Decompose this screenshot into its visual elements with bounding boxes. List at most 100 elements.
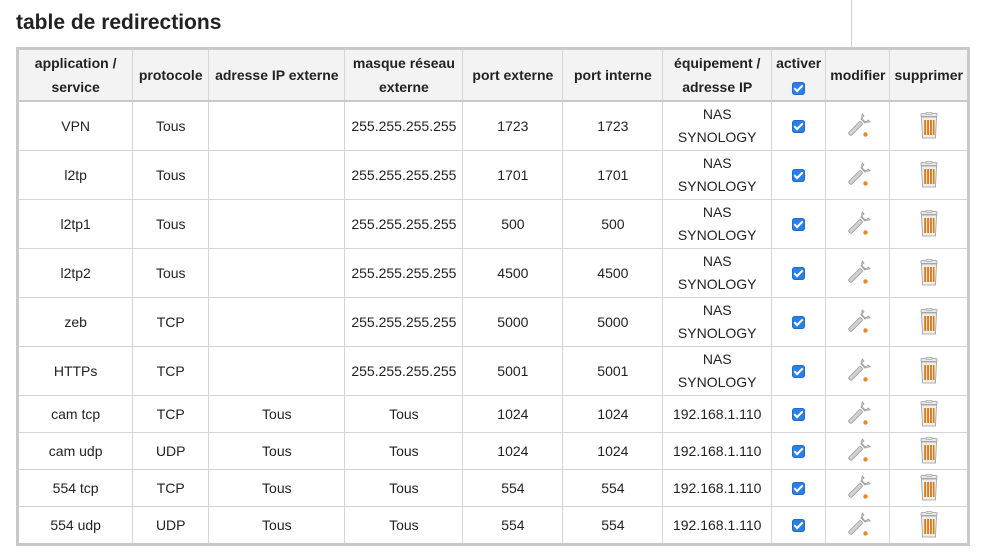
cell-protocol: Tous — [132, 248, 210, 298]
active-checkbox[interactable] — [792, 445, 806, 459]
select-all-checkbox[interactable] — [792, 81, 806, 95]
active-checkbox[interactable] — [792, 218, 806, 232]
device-line: SYNOLOGY — [677, 374, 757, 390]
device-line: SYNOLOGY — [677, 325, 757, 341]
cell-protocol: TCP — [132, 469, 210, 507]
trash-icon[interactable] — [917, 210, 941, 238]
wrench-icon[interactable] — [844, 437, 872, 465]
cell-delete — [889, 150, 969, 200]
col-header-application: application / service — [16, 48, 134, 102]
cell-device: 192.168.1.110 — [662, 395, 773, 433]
wrench-icon[interactable] — [844, 112, 872, 140]
active-checkbox[interactable] — [792, 169, 806, 183]
table-row: HTTPs TCP 255.255.255.255 5001 5001 NAS SYNOLO… — [16, 346, 969, 396]
active-checkbox[interactable] — [792, 482, 806, 496]
cell-protocol: Tous — [132, 199, 210, 249]
cell-mask: Tous — [344, 506, 464, 545]
table-row: l2tp Tous 255.255.255.255 1701 1701 NAS SYNOLO… — [16, 150, 969, 200]
trash-icon[interactable] — [917, 112, 941, 140]
active-checkbox[interactable] — [792, 316, 806, 330]
active-checkbox[interactable] — [792, 519, 806, 533]
wrench-icon[interactable] — [844, 357, 872, 385]
cell-service: l2tp2 — [16, 248, 134, 298]
cell-protocol: UDP — [132, 506, 210, 545]
device-line: NAS — [702, 351, 732, 367]
device-line: NAS — [702, 106, 732, 122]
active-checkbox[interactable] — [792, 408, 806, 422]
cell-active — [771, 150, 827, 200]
active-checkbox[interactable] — [792, 267, 806, 281]
table-row: cam udp UDP Tous Tous 1024 1024 192.168.1.110 — [16, 432, 969, 470]
wrench-icon[interactable] — [844, 161, 872, 189]
cell-device: 192.168.1.110 — [662, 432, 773, 470]
wrench-icon[interactable] — [844, 474, 872, 502]
cell-modify — [825, 199, 891, 249]
device-line: 192.168.1.110 — [672, 442, 762, 459]
cell-port-externe: 554 — [462, 506, 564, 545]
cell-device: 192.168.1.110 — [662, 469, 773, 507]
cell-mask: 255.255.255.255 — [344, 248, 464, 298]
trash-icon[interactable] — [917, 437, 941, 465]
cell-delete — [889, 469, 969, 507]
cell-service: 554 udp — [16, 506, 134, 545]
trash-icon[interactable] — [917, 357, 941, 385]
cell-active — [771, 100, 827, 151]
cell-port-externe: 5001 — [462, 346, 564, 396]
divider-line — [851, 0, 852, 48]
trash-icon[interactable] — [917, 511, 941, 539]
cell-modify — [825, 506, 891, 545]
cell-service: 554 tcp — [16, 469, 134, 507]
cell-ip-externe — [208, 346, 346, 396]
wrench-icon[interactable] — [844, 259, 872, 287]
cell-delete — [889, 199, 969, 249]
cell-mask: 255.255.255.255 — [344, 346, 464, 396]
wrench-icon[interactable] — [844, 210, 872, 238]
active-checkbox[interactable] — [792, 365, 806, 379]
wrench-icon[interactable] — [844, 400, 872, 428]
table-row: cam tcp TCP Tous Tous 1024 1024 192.168.1.110 — [16, 395, 969, 433]
cell-ip-externe: Tous — [208, 395, 346, 433]
table-row: zeb TCP 255.255.255.255 5000 5000 NAS SYNOLOGY — [16, 297, 969, 347]
wrench-icon[interactable] — [844, 511, 872, 539]
col-header-ip-externe: adresse IP externe — [208, 48, 346, 102]
col-header-protocole: protocole — [132, 48, 210, 102]
col-header-port-externe: port externe — [462, 48, 564, 102]
trash-icon[interactable] — [917, 259, 941, 287]
cell-protocol: Tous — [132, 150, 210, 200]
trash-icon[interactable] — [917, 308, 941, 336]
cell-port-interne: 554 — [562, 469, 664, 507]
device-line: NAS — [702, 204, 732, 220]
cell-port-interne: 554 — [562, 506, 664, 545]
cell-delete — [889, 346, 969, 396]
cell-port-externe: 554 — [462, 469, 564, 507]
device-line: 192.168.1.110 — [672, 479, 762, 496]
cell-port-externe: 1701 — [462, 150, 564, 200]
trash-icon[interactable] — [917, 400, 941, 428]
cell-device: NAS SYNOLOGY — [662, 199, 773, 249]
cell-service: cam tcp — [16, 395, 134, 433]
device-line: NAS — [702, 155, 732, 171]
cell-active — [771, 297, 827, 347]
trash-icon[interactable] — [917, 161, 941, 189]
cell-modify — [825, 150, 891, 200]
device-line: SYNOLOGY — [677, 178, 757, 194]
cell-port-externe: 4500 — [462, 248, 564, 298]
cell-protocol: TCP — [132, 346, 210, 396]
cell-port-externe: 5000 — [462, 297, 564, 347]
cell-device: NAS SYNOLOGY — [662, 150, 773, 200]
cell-service: HTTPs — [16, 346, 134, 396]
trash-icon[interactable] — [917, 474, 941, 502]
cell-ip-externe — [208, 150, 346, 200]
cell-mask: Tous — [344, 469, 464, 507]
wrench-icon[interactable] — [844, 308, 872, 336]
cell-active — [771, 346, 827, 396]
cell-port-interne: 1024 — [562, 395, 664, 433]
cell-service: cam udp — [16, 432, 134, 470]
cell-protocol: TCP — [132, 395, 210, 433]
cell-active — [771, 395, 827, 433]
cell-service: l2tp1 — [16, 199, 134, 249]
active-checkbox[interactable] — [792, 120, 806, 134]
cell-active — [771, 432, 827, 470]
col-header-supprimer: supprimer — [889, 48, 969, 102]
device-line: SYNOLOGY — [677, 276, 757, 292]
